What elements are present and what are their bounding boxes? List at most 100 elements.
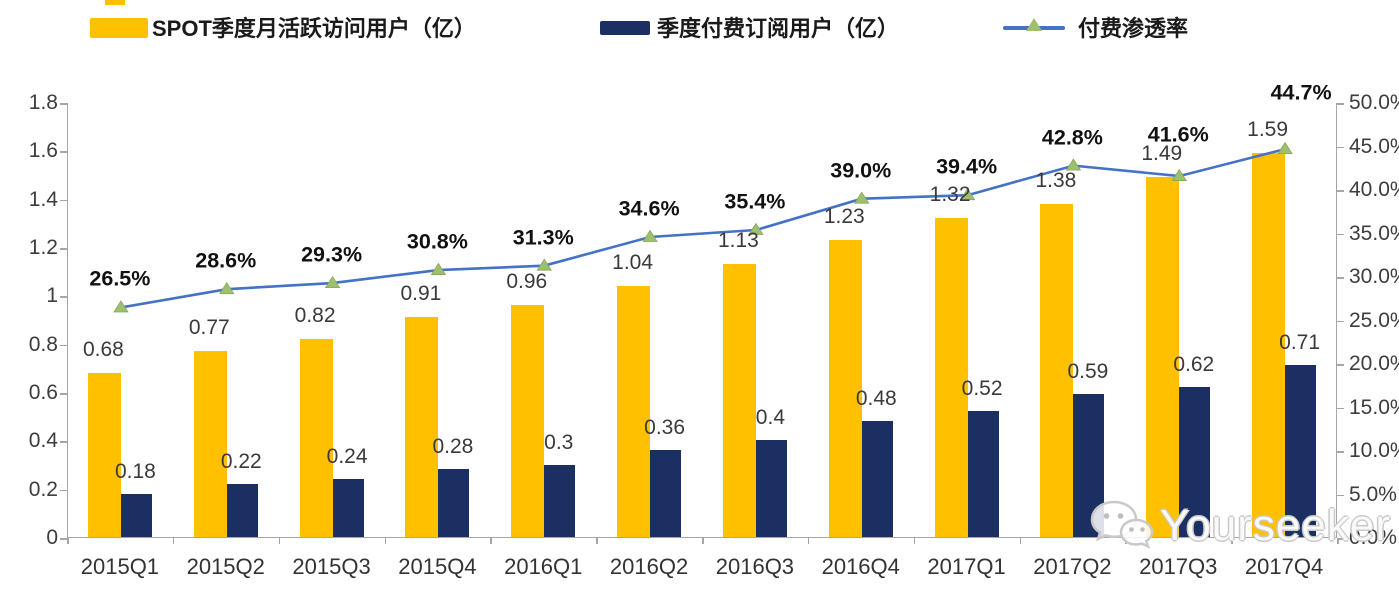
mau-value-label: 1.49 xyxy=(1141,141,1183,165)
x-axis-label-2015Q4: 2015Q4 xyxy=(398,554,477,579)
left-axis-label: 1.4 xyxy=(28,187,58,211)
legend-swatch-mau-bar xyxy=(90,18,148,38)
penetration-pct-label: 26.5% xyxy=(89,266,151,291)
subscriber-value-label: 0.28 xyxy=(432,435,474,459)
left-axis-label: 0.2 xyxy=(28,477,58,501)
x-axis-label-2016Q2: 2016Q2 xyxy=(609,554,689,579)
penetration-pct-label: 39.0% xyxy=(830,158,892,183)
right-axis-label: 0.0% xyxy=(1349,526,1397,549)
left-axis-tick xyxy=(60,441,67,443)
x-axis-tick xyxy=(67,538,69,544)
mau-bar-2015Q4 xyxy=(405,317,439,537)
mau-value-label: 1.38 xyxy=(1035,168,1077,192)
triangle-marker-icon xyxy=(113,300,129,313)
x-axis-label-2015Q2: 2015Q2 xyxy=(186,554,265,579)
subscribers-bar-2015Q1 xyxy=(120,493,152,537)
x-axis-tick xyxy=(278,538,281,544)
subscribers-bar-2017Q3 xyxy=(1179,387,1211,537)
mau-value-label: 0.82 xyxy=(294,303,336,327)
left-axis-tick xyxy=(60,296,67,298)
subscriber-value-label: 0.18 xyxy=(114,459,156,483)
mau-value-label: 0.91 xyxy=(400,282,442,306)
right-axis-label: 5.0% xyxy=(1349,482,1397,506)
left-axis-label: 0.6 xyxy=(28,381,58,404)
subscriber-value-label: 0.52 xyxy=(961,377,1003,401)
legend-label-mau: SPOT季度月活跃访问用户（亿） xyxy=(152,16,476,41)
subscribers-bar-2015Q3 xyxy=(332,479,364,537)
mau-value-label: 1.13 xyxy=(717,228,759,252)
left-axis-label: 0 xyxy=(46,526,58,549)
right-axis-label: 40.0% xyxy=(1349,178,1399,201)
subscriber-value-label: 0.62 xyxy=(1173,353,1215,377)
penetration-pct-label: 28.6% xyxy=(195,248,257,273)
mau-value-label: 1.32 xyxy=(929,183,971,206)
penetration-pct-label: 31.3% xyxy=(512,225,574,250)
right-axis-label: 45.0% xyxy=(1349,134,1399,158)
x-axis-tick xyxy=(384,538,386,544)
penetration-pct-label: 35.4% xyxy=(724,189,786,214)
right-axis-tick xyxy=(1337,364,1344,366)
subscribers-bar-2016Q2 xyxy=(650,450,682,537)
left-axis-tick xyxy=(60,489,67,492)
triangle-marker-icon xyxy=(1065,158,1082,171)
mau-value-label: 1.23 xyxy=(823,204,865,228)
left-axis-tick xyxy=(60,344,67,347)
right-axis-tick xyxy=(1337,494,1344,496)
right-axis-label: 35.0% xyxy=(1349,221,1399,245)
triangle-marker-icon xyxy=(1277,141,1293,155)
mau-value-label: 1.04 xyxy=(612,250,654,274)
triangle-marker-icon xyxy=(536,258,552,271)
right-axis-tick xyxy=(1337,233,1344,235)
x-axis-label-2015Q3: 2015Q3 xyxy=(292,554,371,579)
subscriber-value-label: 0.48 xyxy=(855,387,897,410)
x-axis-label-2017Q1: 2017Q1 xyxy=(927,554,1006,579)
right-axis-label: 25.0% xyxy=(1349,308,1399,332)
subscriber-value-label: 0.36 xyxy=(644,416,686,439)
x-axis-label-2017Q2: 2017Q2 xyxy=(1033,554,1112,579)
subscribers-bar-2016Q1 xyxy=(544,464,576,537)
cropped-artifact xyxy=(105,0,125,5)
x-axis-label-2015Q1: 2015Q1 xyxy=(80,554,160,579)
left-axis-tick xyxy=(60,393,67,395)
x-axis-label-2016Q4: 2016Q4 xyxy=(821,554,900,579)
penetration-pct-label: 29.3% xyxy=(301,242,363,267)
penetration-pct-label: 42.8% xyxy=(1041,125,1103,150)
x-axis-label-2017Q4: 2017Q4 xyxy=(1244,554,1324,579)
subscriber-value-label: 0.59 xyxy=(1067,360,1109,384)
mau-value-label: 1.59 xyxy=(1247,117,1289,141)
triangle-marker-icon xyxy=(854,191,870,204)
mau-bar-2015Q3 xyxy=(299,338,333,537)
left-axis-tick xyxy=(60,103,67,105)
subscriber-value-label: 0.22 xyxy=(220,449,262,473)
mau-value-label: 0.77 xyxy=(188,315,230,339)
mau-bar-2017Q3 xyxy=(1146,176,1180,537)
mau-bar-2017Q4 xyxy=(1252,152,1286,537)
left-axis-label: 0.8 xyxy=(28,332,58,356)
left-axis-label: 1.8 xyxy=(28,91,58,114)
penetration-line xyxy=(120,147,1286,309)
triangle-marker-icon xyxy=(748,222,764,235)
penetration-pct-label: 30.8% xyxy=(406,229,468,254)
left-axis-tick xyxy=(60,151,67,153)
right-axis-tick xyxy=(1337,146,1344,148)
right-axis-label: 50.0% xyxy=(1349,91,1399,114)
subscriber-value-label: 0.71 xyxy=(1279,331,1321,355)
legend-label-penetration: 付费渗透率 xyxy=(1078,16,1189,41)
triangle-marker-icon xyxy=(430,262,447,275)
right-axis-tick xyxy=(1337,538,1344,540)
x-axis-tick xyxy=(1231,538,1233,544)
penetration-line-chart xyxy=(113,141,1293,313)
left-axis-label: 1 xyxy=(46,284,58,308)
right-axis-tick xyxy=(1337,277,1344,279)
right-axis-label: 10.0% xyxy=(1349,439,1399,462)
x-axis-tick xyxy=(1019,538,1021,544)
x-axis-label-2016Q1: 2016Q1 xyxy=(504,554,583,579)
x-axis-tick xyxy=(702,538,704,544)
right-axis-tick xyxy=(1337,451,1344,453)
mau-bar-2016Q2 xyxy=(617,285,651,537)
right-axis-label: 15.0% xyxy=(1349,395,1399,419)
subscribers-bar-2015Q4 xyxy=(438,469,470,537)
right-axis-tick xyxy=(1337,320,1344,322)
x-axis-tick xyxy=(1125,538,1127,544)
penetration-pct-label: 41.6% xyxy=(1147,122,1209,147)
